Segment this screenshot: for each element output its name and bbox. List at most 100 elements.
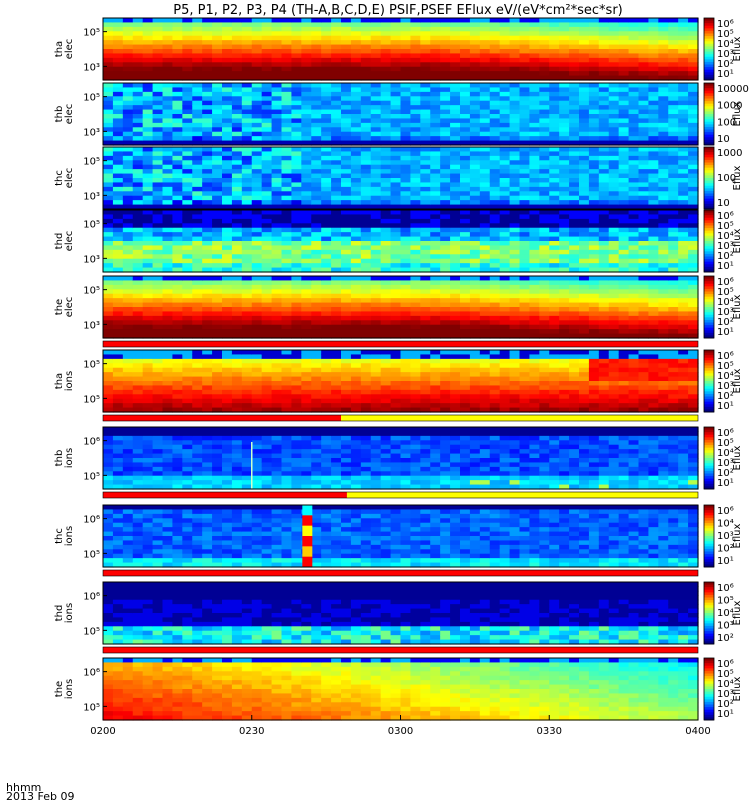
heatmap-cell — [291, 191, 302, 197]
heatmap-cell — [598, 49, 610, 55]
heatmap-cell — [182, 75, 193, 81]
heatmap-cell — [579, 91, 590, 97]
heatmap-cell — [142, 91, 154, 97]
heatmap-cell — [440, 236, 451, 242]
heatmap-cell — [499, 131, 511, 137]
heatmap-cell — [410, 354, 421, 360]
heatmap-cell — [251, 245, 263, 251]
heatmap-cell — [390, 407, 402, 413]
heatmap-cell — [251, 136, 263, 142]
heatmap-cell — [261, 249, 273, 255]
heatmap-cell — [588, 245, 600, 251]
heatmap-cell — [628, 164, 640, 170]
heatmap-cell — [311, 403, 322, 409]
heatmap-cell — [231, 200, 243, 206]
heatmap-cell — [341, 227, 352, 233]
heatmap-cell — [390, 87, 402, 93]
heatmap-cell — [112, 289, 124, 295]
heatmap-cell — [182, 66, 193, 72]
heatmap-cell — [410, 254, 421, 260]
heatmap-cell — [321, 155, 332, 161]
heatmap-cell — [559, 71, 570, 77]
heatmap-cell — [380, 127, 392, 133]
heatmap-cell — [410, 169, 421, 175]
heatmap-cell — [370, 298, 382, 304]
heatmap-cell — [390, 363, 402, 369]
heatmap-cell — [549, 22, 560, 28]
heatmap-cell — [182, 311, 193, 317]
heatmap-cell — [350, 35, 362, 41]
heatmap-cell — [519, 293, 531, 299]
heatmap-cell — [579, 241, 590, 247]
heatmap-cell — [579, 173, 590, 179]
heatmap-cell — [370, 164, 382, 170]
heatmap-cell — [202, 35, 213, 41]
heatmap-cell — [390, 164, 402, 170]
heatmap-cell — [202, 298, 213, 304]
heatmap-cell — [212, 136, 223, 142]
heatmap-cell — [519, 87, 531, 93]
heatmap-cell — [678, 49, 689, 55]
heatmap-cell — [192, 367, 203, 373]
heatmap-cell — [360, 398, 372, 404]
heatmap-cell — [549, 75, 560, 81]
heatmap-cell — [291, 394, 302, 400]
heatmap-cell — [112, 329, 124, 335]
heatmap-cell — [182, 263, 193, 269]
heatmap-cell — [569, 173, 580, 179]
heatmap-cell — [499, 381, 511, 387]
heatmap-cell — [222, 293, 233, 299]
heatmap-cell — [251, 87, 263, 93]
heatmap-cell — [628, 66, 640, 72]
heatmap-cell — [271, 151, 283, 157]
heatmap-cell — [370, 245, 382, 251]
heatmap-cell — [460, 186, 471, 192]
panel-ylabel: elec — [64, 168, 75, 189]
heatmap-cell — [479, 398, 491, 404]
heatmap-cell — [549, 182, 560, 188]
heatmap-cell — [321, 31, 332, 37]
heatmap-cell — [291, 329, 302, 335]
heatmap-cell — [440, 44, 451, 50]
heatmap-cell — [122, 398, 134, 404]
heatmap-cell — [440, 227, 451, 233]
y-tick-label: 10⁵ — [83, 28, 100, 39]
heatmap-cell — [400, 127, 412, 133]
heatmap-cell — [350, 87, 362, 93]
heatmap-cell — [301, 302, 312, 308]
heatmap-cell — [331, 267, 342, 273]
heatmap-cell — [370, 186, 382, 192]
heatmap-cell — [261, 136, 273, 142]
heatmap-cell — [549, 232, 560, 238]
heatmap-cell — [341, 147, 352, 153]
heatmap-cell — [410, 71, 421, 77]
heatmap-cell — [598, 329, 610, 335]
heatmap-cell — [658, 136, 669, 142]
heatmap-cell — [222, 311, 233, 317]
heatmap-cell — [380, 105, 392, 111]
heatmap-cell — [281, 22, 293, 28]
colorbar-segment — [704, 251, 714, 255]
heatmap-cell — [410, 311, 421, 317]
heatmap-cell — [450, 49, 461, 55]
heatmap-cell — [360, 407, 372, 413]
heatmap-cell — [341, 298, 352, 304]
heatmap-cell — [390, 122, 402, 128]
heatmap-cell — [420, 324, 431, 330]
heatmap-cell — [688, 223, 699, 229]
heatmap-cell — [380, 214, 392, 220]
heatmap-cell — [688, 35, 699, 41]
heatmap-cell — [172, 105, 183, 111]
heatmap-cell — [231, 298, 243, 304]
heatmap-cell — [251, 83, 263, 89]
heatmap-cell — [192, 169, 203, 175]
heatmap-cell — [390, 186, 402, 192]
heatmap-cell — [251, 151, 263, 157]
heatmap-cell — [251, 105, 263, 111]
heatmap-cell — [440, 223, 451, 229]
heatmap-cell — [440, 57, 451, 63]
heatmap-cell — [489, 127, 501, 133]
heatmap-cell — [222, 114, 233, 120]
heatmap-cell — [162, 18, 174, 24]
heatmap-cell — [222, 140, 233, 146]
